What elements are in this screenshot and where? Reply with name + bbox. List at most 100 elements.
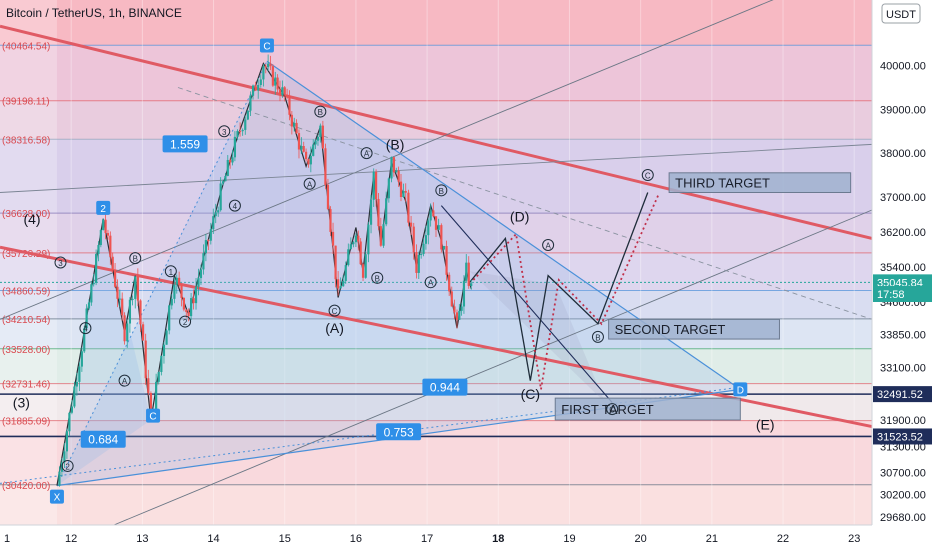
candle-body xyxy=(382,224,385,246)
candle-body xyxy=(367,224,370,255)
wave-circle-text: 3 xyxy=(58,259,63,268)
fib-level-label: (30420.00) xyxy=(2,481,50,492)
candle-body xyxy=(109,235,112,257)
candle-body xyxy=(321,125,324,149)
candle-body xyxy=(141,324,145,341)
x-tick-label: 23 xyxy=(848,533,860,545)
x-tick-label: 18 xyxy=(492,533,504,545)
wave-square-text: C xyxy=(263,42,270,53)
candle-body xyxy=(395,170,398,173)
candle-body xyxy=(244,119,247,130)
candle-body xyxy=(314,140,317,145)
wave-circle-marker xyxy=(371,271,384,284)
candle-body xyxy=(349,244,352,250)
candle-body xyxy=(185,309,188,313)
candle-body xyxy=(94,253,98,283)
candle-body xyxy=(267,63,270,68)
candle-body xyxy=(147,378,150,393)
candle-body xyxy=(422,243,425,254)
currency-badge-frame[interactable] xyxy=(881,3,921,24)
candle-body xyxy=(128,299,132,324)
candle-body xyxy=(78,366,81,382)
candle-body xyxy=(180,284,183,298)
candle-body xyxy=(329,209,332,232)
candle-body xyxy=(126,323,129,342)
price-tag-bg xyxy=(873,428,932,445)
candle-body xyxy=(187,312,190,317)
wave-circle-text: A xyxy=(545,242,551,251)
wave-circle-text: 2 xyxy=(65,462,70,471)
candle-body xyxy=(233,136,237,158)
candle-body xyxy=(290,114,293,127)
wave-label: (B) xyxy=(386,136,405,152)
candle-body xyxy=(462,280,466,307)
fib-zone xyxy=(0,420,872,485)
candle-body xyxy=(113,270,117,287)
candle-body xyxy=(470,283,473,286)
alternate-wave xyxy=(472,194,660,390)
wave-square-marker xyxy=(259,38,274,53)
candle-body xyxy=(347,249,350,266)
candle-body xyxy=(397,170,400,182)
candle-body xyxy=(75,381,78,387)
time-axis-bg xyxy=(0,525,932,550)
wave-circle-text: 1 xyxy=(169,268,174,277)
x-tick-label: 13 xyxy=(136,533,148,545)
price-tag: 31523.52 xyxy=(877,431,923,443)
wave-circle-marker xyxy=(303,177,316,190)
candle-body xyxy=(429,210,432,221)
candle-body xyxy=(432,210,435,217)
ratio-label-bg xyxy=(376,423,422,441)
candle-body xyxy=(229,159,232,163)
y-tick-label: 29680.00 xyxy=(880,512,926,524)
y-tick-label: 36200.00 xyxy=(880,227,926,239)
wave-label: (A) xyxy=(325,320,344,336)
candle-body xyxy=(170,298,173,306)
candle-body xyxy=(197,278,200,287)
fib-level-label: (33528.00) xyxy=(2,345,50,356)
y-tick-label: 31900.00 xyxy=(880,415,926,427)
candle-body xyxy=(217,210,220,213)
candle-body xyxy=(254,85,257,91)
candle-body xyxy=(465,262,468,281)
candle-body xyxy=(458,310,461,320)
wave-circle-marker xyxy=(606,403,619,416)
candle-body xyxy=(337,279,340,289)
candle-body xyxy=(354,235,358,243)
candle-body xyxy=(352,242,355,245)
candles xyxy=(58,54,473,487)
candle-body xyxy=(364,254,367,278)
candle-body xyxy=(83,328,86,352)
candle-body xyxy=(379,226,382,246)
currency-badge[interactable]: USDT xyxy=(886,9,916,21)
support-line xyxy=(0,245,873,429)
target-box xyxy=(554,397,741,421)
target-label: THIRD TARGET xyxy=(675,176,770,191)
wave-label: (E) xyxy=(756,416,775,432)
trend-line xyxy=(0,143,873,193)
wave-square-text: D xyxy=(737,385,744,396)
candle-body xyxy=(288,95,291,115)
candle-body xyxy=(104,219,107,234)
price-tag: 17:58 xyxy=(877,289,905,301)
candle-body xyxy=(295,122,298,134)
fib-zones: (40464.54) (39198.11) (38316.58) (36628.00)… xyxy=(0,0,872,525)
candle-body xyxy=(192,298,195,304)
candle-body xyxy=(224,175,227,182)
candle-body xyxy=(85,308,88,329)
wave-circle-text: B xyxy=(439,187,444,196)
wave-circle-marker xyxy=(591,330,604,343)
wave-square-marker xyxy=(49,489,64,504)
candle-body xyxy=(334,245,337,280)
candle-body xyxy=(168,305,171,331)
candle-body xyxy=(106,233,110,236)
candle-body xyxy=(344,265,347,281)
wave-circle-text: C xyxy=(609,406,615,415)
wave-circle-marker xyxy=(61,459,74,472)
candle-body xyxy=(324,148,327,185)
candle-body xyxy=(453,306,456,313)
candle-body xyxy=(415,252,418,273)
wave-circle-text: B xyxy=(318,108,323,117)
left-shade xyxy=(0,0,57,525)
